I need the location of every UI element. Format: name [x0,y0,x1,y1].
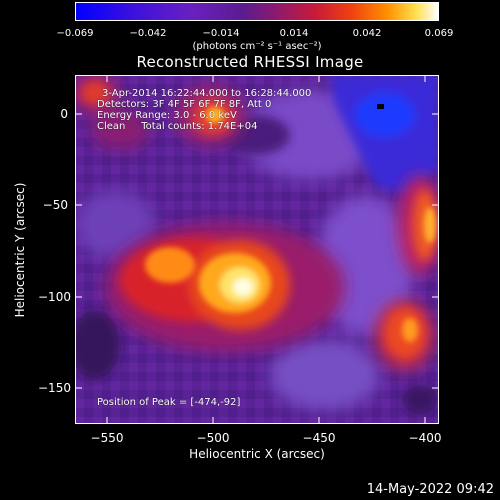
x-tick-label: −500 [196,431,230,445]
y-tick-label: 0 [60,107,68,121]
x-tick-label: −400 [408,431,442,445]
plot-title: Reconstructed RHESSI Image [136,53,364,71]
colorbar-tick: 0.069 [424,28,454,39]
colorbar [75,2,439,21]
y-axis-label: Heliocentric Y (arcsec) [13,182,27,318]
y-tick-label: −150 [38,381,71,395]
colorbar-tick: −0.014 [202,28,240,39]
clean-counts-text: Clean Total counts: 1.74E+04 [97,121,258,132]
colorbar-tick: 0.014 [279,28,309,39]
rhessi-image-svg [75,75,439,424]
detectors-text: Detectors: 3F 4F 5F 6F 7F 8F, Att 0 [97,99,272,110]
image-dark-spot [377,104,384,109]
time-range-text: 3-Apr-2014 16:22:44.000 to 16:28:44.000 [102,88,312,99]
energy-range-text: Energy Range: 3.0 - 6.0 keV [97,110,237,121]
x-axis-label: Heliocentric X (arcsec) [189,447,325,461]
peak-position-text: Position of Peak = [-474,-92] [97,397,241,408]
colorbar-tick: −0.042 [129,28,167,39]
x-tick-label: −450 [302,431,336,445]
plot-timestamp: 14-May-2022 09:42 [366,482,494,497]
colorbar-units: (photons cm⁻² s⁻¹ asec⁻²) [192,41,322,52]
rhessi-image [75,75,439,424]
colorbar-tick: 0.042 [352,28,382,39]
y-tick-label: −50 [42,198,68,212]
x-tick-label: −550 [90,431,124,445]
axes-frame [75,75,439,424]
colorbar-tick: −0.069 [56,28,94,39]
y-tick-label: −100 [38,290,71,304]
